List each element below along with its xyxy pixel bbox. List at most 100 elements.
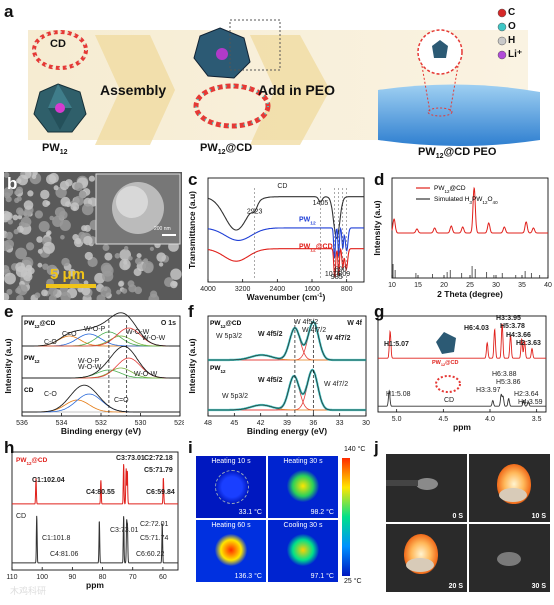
sem-particle [119, 258, 131, 271]
thermal-title: Cooling 30 s [283, 522, 323, 529]
hnmr-bottom-peak: H1:5.08 [386, 391, 411, 398]
sem-particle [68, 268, 76, 277]
pw12cd-peo-label: PW12@CD PEO [418, 146, 497, 161]
w4f-peak-label: W 5p3/2 [222, 393, 248, 400]
thermal-title: Heating 60 s [211, 522, 251, 529]
cnmr-top-peak: C6:59.84 [146, 489, 175, 496]
panel-i-thermal: i Heating 10 s 33.1 °C Heating 30 s 98.2 °C… [186, 438, 370, 590]
panel-h-cnmr: 110 100 90 80 70 60 PW12@CD C1:102.04 C4:80.55 C3… [4, 438, 184, 600]
panel-f-w4f: 48 45 42 39 36 33 30 W 4f PW12@CD PW12 W 4f5/2 W 4f… [186, 302, 370, 436]
o1s-ylabel: Intensity (a.u) [4, 338, 13, 393]
sem-particle [53, 185, 59, 191]
x-tick-label: 42 [257, 420, 265, 427]
panel-a-graphic [28, 8, 540, 146]
flame-cell-1: 10 S [469, 454, 550, 522]
panel-label-j: j [374, 438, 379, 457]
ftir-ylabel: Transmittance (a.u) [187, 191, 197, 269]
sem-particle [46, 264, 58, 276]
w4f-peak-label: W 4f7/2 [326, 335, 351, 342]
panel-e-o1s: 536 534 532 530 528 O 1s PW12@CD PW12 CD W-O-P W-O… [3, 302, 186, 436]
flame-time: 10 S [531, 513, 546, 520]
o1s-peak-label: W-O-P [78, 358, 100, 365]
hnmr-inset-cd [435, 375, 461, 393]
assembly-label: Assembly [100, 82, 167, 98]
sem-particle [17, 214, 23, 220]
hnmr-bottom-peak: H2:3.64 [514, 391, 539, 398]
o1s-sum-1 [22, 345, 180, 379]
ftir-annotation: 809 [338, 271, 350, 278]
x-tick-label: 100 [36, 574, 48, 581]
w4f-ylabel: Intensity (a.u) [187, 338, 197, 393]
cnmr-series-bottom [12, 515, 178, 564]
sem-particle [5, 231, 13, 240]
x-tick-label: 36 [309, 420, 317, 427]
hnmr-bottom-peak: H4:3.59 [518, 399, 543, 406]
sem-particle [45, 231, 51, 237]
thermal-cell-2: Heating 60 s 136.3 °C [196, 520, 266, 582]
atom-legend: C O H Li⁺ [508, 6, 522, 62]
w4f-sumline-0 [208, 321, 366, 361]
sem-particle [48, 286, 58, 296]
pw12-cluster [33, 83, 87, 133]
sem-particle [7, 219, 13, 225]
o1s-peak-label: C=O [62, 331, 77, 338]
x-tick-label: 1600 [304, 286, 320, 293]
x-tick-label: 3.5 [532, 416, 542, 423]
ftir-chart: 4000 3200 2400 1600 800 2923 1405 1076985890809… [187, 177, 365, 302]
sem-particle [100, 286, 112, 298]
sem-particle [23, 200, 34, 210]
cnmr-top-peak: C5:71.79 [144, 467, 173, 474]
sem-particle [38, 221, 50, 232]
panel-label-g: g [374, 302, 385, 321]
cnmr-bottom-peak: C6:60.22 [136, 551, 165, 558]
cnmr-bottom-label: CD [16, 513, 26, 520]
scale-label: 5 μm [50, 266, 86, 283]
inset-scale-label: 200 nm [154, 226, 171, 232]
flame-time: 0 S [452, 513, 463, 520]
sem-particle [4, 272, 16, 285]
sem-particle [102, 270, 114, 282]
sem-particle [6, 288, 13, 295]
x-tick-label: 90 [68, 574, 76, 581]
ftir-legend-pw12: PW12 [299, 217, 316, 227]
sem-particle [4, 172, 10, 178]
w4f-sumline-1 [208, 369, 366, 411]
thermal-spot [215, 470, 249, 504]
sample-disc [499, 488, 527, 502]
sem-particle [48, 294, 57, 300]
hnmr-top-peak: H3:3.95 [496, 315, 521, 322]
o1s-row-label-0: PW12@CD [24, 320, 56, 329]
sem-particle [42, 241, 55, 254]
sem-particle [150, 290, 158, 298]
xrd-series-0 [391, 186, 548, 234]
w4f-xlabel: Binding energy (eV) [247, 426, 327, 436]
panel-c-ftir: 4000 3200 2400 1600 800 2923 1405 1076 985 890 809… [186, 170, 370, 302]
sem-particle [14, 190, 19, 196]
sem-particle [60, 235, 65, 240]
o1s-comp-2-0 [22, 399, 180, 413]
thermal-title: Heating 10 s [211, 458, 251, 465]
flame-cell-2: 20 S [386, 524, 467, 592]
peo-membrane [378, 29, 540, 146]
sem-particle [34, 210, 43, 219]
thermal-spot [287, 534, 319, 566]
sem-particle [16, 284, 28, 296]
sem-particle [156, 252, 166, 262]
hnmr-chart: 5.0 4.5 4.0 3.5 H1:5.07 H6:4.03 H3:3.95H5:3.78… [377, 315, 547, 432]
panel-label-a: a [4, 2, 14, 21]
w4f-peak-label: W 4f5/2 [258, 377, 283, 384]
pw12cd-label: PW12@CD [200, 142, 253, 157]
legend-dot-3 [497, 50, 507, 60]
w4f-row-label-1: PW12 [210, 365, 226, 374]
thermal-temp: 98.2 °C [310, 509, 334, 516]
plot-frame [377, 315, 547, 413]
xrd-legend-text-1: Simulated H3PW12O40 [434, 196, 498, 205]
x-tick-label: 536 [16, 420, 28, 427]
sem-particle [81, 286, 91, 296]
x-tick-label: 534 [56, 420, 68, 427]
thermal-spot [215, 534, 247, 566]
ftir-xlabel: Wavenumber (cm-1) [247, 292, 326, 302]
sem-particle [118, 281, 124, 287]
cnmr-bottom-peak: C4:81.06 [50, 551, 79, 558]
